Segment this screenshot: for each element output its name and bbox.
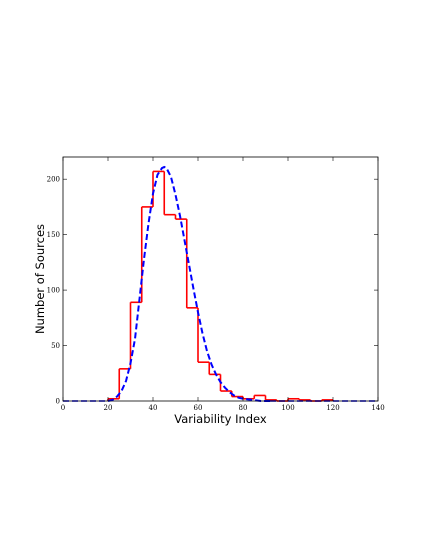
x-tick-label: 80	[239, 404, 248, 412]
y-tick-label: 0	[56, 398, 60, 406]
y-tick-label: 150	[47, 231, 60, 239]
fit-curve	[107, 165, 270, 402]
x-tick-label: 120	[326, 404, 339, 412]
x-tick-label: 100	[281, 404, 294, 412]
x-axis-label: Variability Index	[174, 412, 267, 426]
x-tick-label: 140	[371, 404, 384, 412]
x-tick-label: 0	[61, 404, 65, 412]
x-tick-label: 20	[104, 404, 113, 412]
x-tick-label: 60	[194, 404, 203, 412]
y-axis-label: Number of Sources	[33, 224, 47, 334]
y-tick-label: 200	[47, 176, 60, 184]
plot-frame	[62, 156, 379, 402]
plot-area	[63, 157, 378, 401]
tick-layer: 0 20 40 60 80 100 120 140 0 50 100 150 200	[47, 157, 385, 412]
y-tick-label: 50	[51, 342, 60, 350]
y-tick-label: 100	[47, 287, 60, 295]
x-tick-label: 40	[149, 404, 158, 412]
